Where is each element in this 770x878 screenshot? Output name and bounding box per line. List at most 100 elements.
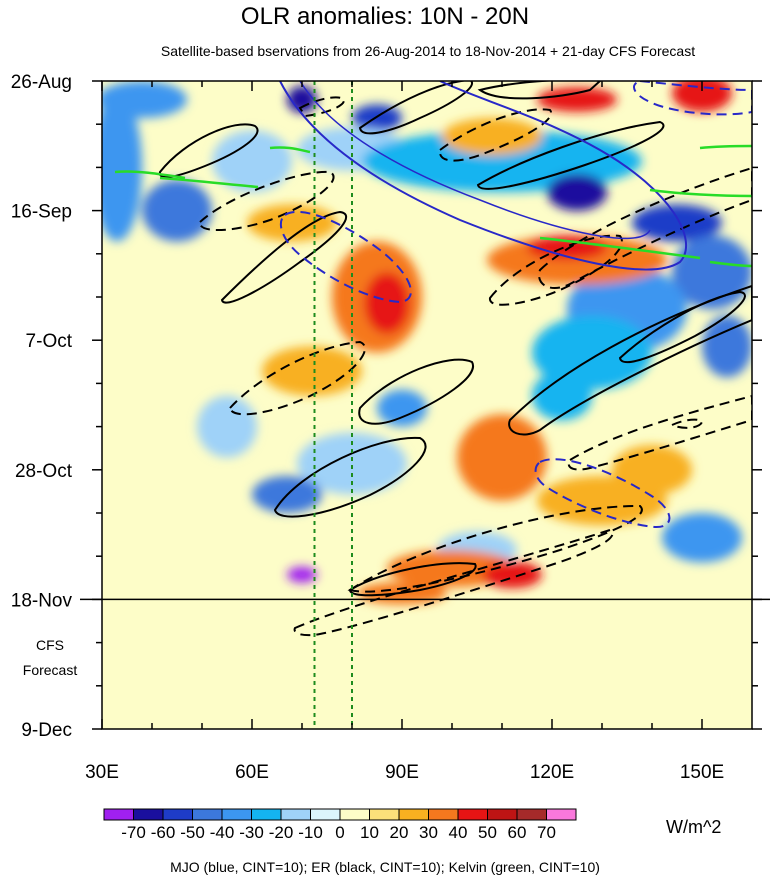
anomaly-patch (197, 395, 257, 458)
colorbar-label: 40 (449, 823, 468, 842)
x-tick-label: 60E (235, 762, 269, 783)
anomaly-patch (672, 81, 732, 112)
anomaly-patch (702, 315, 752, 378)
anomaly-patch (532, 371, 592, 421)
colorbar-swatch (221, 808, 252, 821)
colorbar-swatch (192, 808, 223, 821)
x-tick-label: 150E (680, 762, 724, 783)
colorbar-label: -20 (269, 823, 294, 842)
anomaly-patch (442, 118, 542, 156)
colorbar: -70 -60 -50 -40 -30 -20 -10 0 10 20 30 40 50 60 70 (103, 808, 577, 842)
colorbar-label: -50 (180, 823, 205, 842)
colorbar-swatch (457, 808, 488, 821)
colorbar-label: -30 (239, 823, 264, 842)
colorbar-label: -10 (298, 823, 323, 842)
plot-frame (101, 80, 753, 730)
colorbar-swatch (516, 808, 547, 821)
colorbar-label: -70 (121, 823, 146, 842)
colorbar-label: 10 (360, 823, 379, 842)
er-contour (228, 340, 366, 416)
colorbar-swatch (398, 808, 429, 821)
anomaly-patch (632, 204, 722, 242)
anomaly-patch (287, 566, 317, 583)
x-tick-label: 90E (385, 762, 419, 783)
y-tick-label: 28-Oct (15, 461, 73, 482)
colorbar-swatch (310, 808, 341, 821)
er-contour (538, 166, 752, 289)
er-contour (508, 284, 752, 436)
kelvin-contour (269, 146, 311, 154)
anomaly-patch (142, 179, 212, 242)
anomaly-patch (377, 389, 427, 427)
contour-overlay (114, 81, 752, 637)
colorbar-label: 60 (508, 823, 527, 842)
colorbar-swatch (133, 808, 164, 821)
mjo-contour (633, 81, 752, 116)
anomaly-patch (364, 272, 410, 335)
chart-subtitle: Satellite-based bservations from 26-Aug-… (161, 43, 695, 59)
colorbar-swatch (103, 808, 134, 821)
colorbar-swatch (251, 808, 282, 821)
colorbar-label: 20 (390, 823, 409, 842)
y-tick-label: 18-Nov (11, 590, 73, 611)
er-contour (618, 290, 746, 364)
er-contour (298, 96, 345, 118)
er-contour (358, 358, 474, 425)
anomaly-patch (297, 432, 407, 495)
colorbar-label: 50 (478, 823, 497, 842)
anomaly-patch (457, 414, 547, 501)
anomaly-patch (672, 235, 752, 310)
colorbar-swatch (162, 808, 193, 821)
mjo-contour (534, 458, 671, 529)
colorbar-label: -60 (151, 823, 176, 842)
plot-area: 26-Aug 16-Sep 7-Oct 28-Oct 18-Nov 9-Dec 30E 60… (11, 72, 770, 783)
er-contour (220, 210, 347, 304)
er-contour (489, 234, 623, 306)
y-tick-label: 7-Oct (26, 331, 73, 352)
er-contour (477, 81, 602, 100)
er-contour (358, 81, 473, 135)
y-tick-label: 9-Dec (21, 720, 72, 741)
colorbar-swatch (369, 808, 400, 821)
er-contour (199, 170, 335, 231)
y-tick-label: 26-Aug (11, 72, 72, 93)
colorbar-label: 70 (537, 823, 556, 842)
er-contour (273, 436, 427, 518)
anomaly-patch (537, 87, 617, 112)
kelvin-contour (114, 170, 186, 180)
reference-longitude-lines (313, 81, 353, 729)
anomaly-patch (537, 475, 667, 526)
kelvin-contour (159, 176, 259, 189)
kelvin-contour (649, 188, 752, 198)
colorbar-swatch (428, 808, 459, 821)
chart-title: OLR anomalies: 10N - 20N (241, 3, 529, 30)
y-tick-label: 16-Sep (11, 202, 72, 223)
x-tick-label: 120E (530, 762, 574, 783)
anomaly-patch (287, 85, 317, 114)
y-axis-tick-labels: 26-Aug 16-Sep 7-Oct 28-Oct 18-Nov 9-Dec (11, 72, 73, 741)
mjo-contour (299, 81, 651, 240)
er-contour (293, 528, 614, 637)
anomaly-patch (212, 130, 292, 193)
colorbar-label: 30 (419, 823, 438, 842)
colorbar-label: 0 (335, 823, 344, 842)
er-contour (438, 108, 553, 162)
mjo-contour (279, 81, 687, 271)
mjo-contour (280, 210, 412, 304)
anomaly-patch (262, 346, 362, 396)
contour-legend-footer: MJO (blue, CINT=10); ER (black, CINT=10)… (170, 859, 600, 875)
colorbar-label: -40 (210, 823, 235, 842)
colorbar-swatch (487, 808, 518, 821)
colorbar-swatch (546, 808, 577, 821)
forecast-label-line2: Forecast (23, 662, 78, 678)
kelvin-contour (699, 144, 752, 150)
anomaly-patch (532, 315, 652, 390)
anomaly-patch (247, 204, 337, 242)
colorbar-units: W/m^2 (666, 817, 721, 837)
kelvin-contour (709, 260, 752, 268)
anomaly-patch (102, 93, 142, 242)
anomaly-patch (527, 235, 607, 260)
er-contour (567, 394, 752, 471)
er-contour (159, 123, 259, 179)
